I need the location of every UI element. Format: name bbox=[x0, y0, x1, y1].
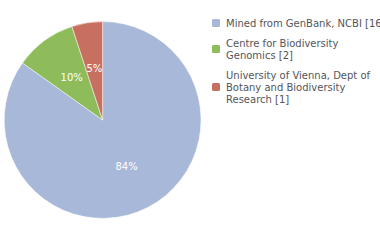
svg-text:Research [1]: Research [1] bbox=[226, 94, 289, 105]
svg-text:10%: 10% bbox=[61, 72, 83, 83]
svg-text:Mined from GenBank, NCBI [16]: Mined from GenBank, NCBI [16] bbox=[226, 18, 380, 29]
svg-text:Botany and Biodiversity: Botany and Biodiversity bbox=[226, 82, 345, 93]
svg-text:Genomics [2]: Genomics [2] bbox=[226, 50, 293, 61]
svg-text:Centre for Biodiversity: Centre for Biodiversity bbox=[226, 38, 339, 49]
svg-text:5%: 5% bbox=[86, 63, 102, 74]
svg-text:University of Vienna, Dept of: University of Vienna, Dept of bbox=[226, 70, 371, 81]
svg-text:84%: 84% bbox=[115, 161, 137, 172]
